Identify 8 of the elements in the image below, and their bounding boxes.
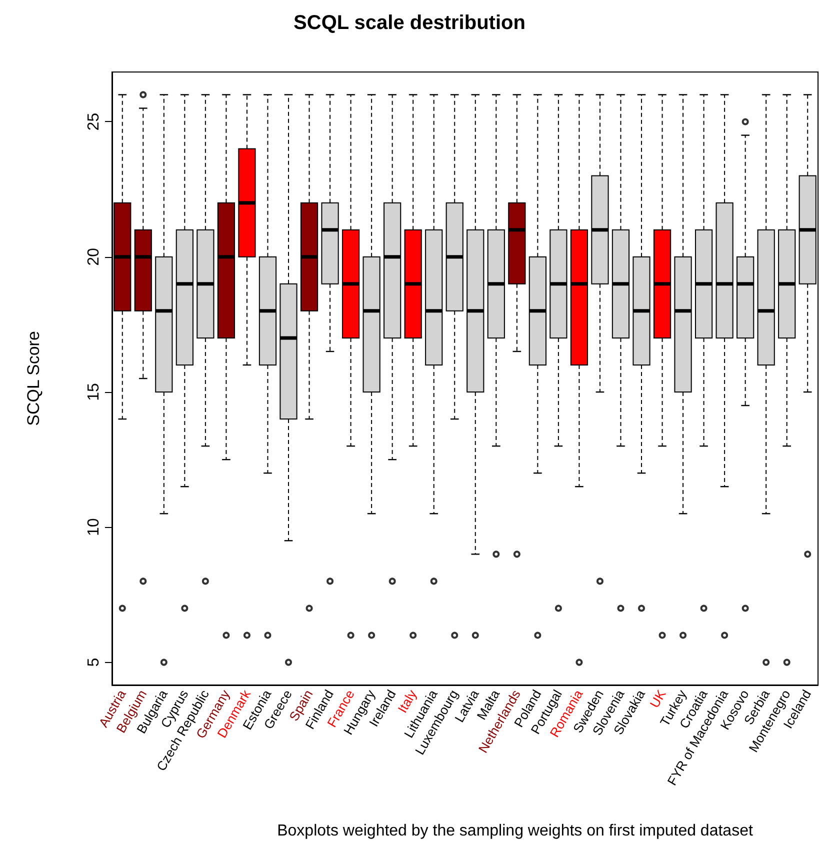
y-tick-label: 15 (86, 383, 102, 401)
y-tick-label: 5 (86, 658, 102, 667)
y-axis-title: SCQL Score (24, 331, 43, 426)
x-axis-title: Boxplots weighted by the sampling weights on first imputed dataset (277, 822, 754, 840)
y-tick-label: 20 (86, 248, 102, 266)
y-tick-label: 10 (86, 518, 102, 536)
chart-title: SCQL scale destribution (294, 12, 526, 34)
y-tick-label: 25 (86, 112, 102, 131)
